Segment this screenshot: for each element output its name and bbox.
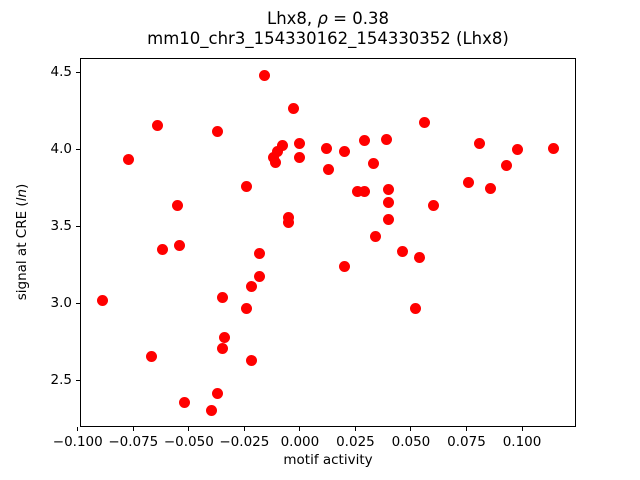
data-point xyxy=(174,239,186,251)
data-point xyxy=(276,139,288,151)
x-tick-label: 0.100 xyxy=(502,434,542,450)
x-tick-mark xyxy=(188,427,190,431)
data-point xyxy=(358,185,370,197)
data-point xyxy=(172,199,184,211)
y-tick-label: 4.5 xyxy=(50,63,72,80)
x-axis-label: motif activity xyxy=(283,452,373,468)
data-point xyxy=(485,182,497,194)
data-point xyxy=(216,343,228,355)
data-point xyxy=(123,153,135,165)
x-tick-label: −0.050 xyxy=(163,434,214,450)
data-point xyxy=(205,404,217,416)
data-point xyxy=(156,244,168,256)
data-point xyxy=(369,230,381,242)
data-point xyxy=(245,355,257,367)
data-point xyxy=(414,252,426,264)
data-point xyxy=(463,176,475,188)
data-point xyxy=(145,350,157,362)
y-axis-label-pre: signal at CRE ( xyxy=(14,201,30,301)
data-point xyxy=(323,164,335,176)
chart-subtitle: mm10_chr3_154330162_154330352 (Lhx8) xyxy=(147,29,509,48)
x-tick-mark xyxy=(521,427,523,431)
data-point xyxy=(547,142,559,154)
data-point xyxy=(245,281,257,293)
y-axis-label: signal at CRE (ln) xyxy=(14,184,30,301)
y-axis-label-ln: ln xyxy=(14,188,30,202)
data-point xyxy=(409,303,421,315)
x-tick-mark xyxy=(132,427,134,431)
chart-title-line1: Lhx8, ρ = 0.38 xyxy=(80,9,576,29)
data-point xyxy=(152,119,164,131)
x-tick-mark xyxy=(299,427,301,431)
data-point xyxy=(269,156,281,168)
data-point xyxy=(338,261,350,273)
data-point xyxy=(212,387,224,399)
data-point xyxy=(500,159,512,171)
y-tick-mark xyxy=(76,380,80,382)
title-rho-symbol: ρ xyxy=(317,9,328,28)
data-point xyxy=(241,181,253,193)
data-point xyxy=(241,303,253,315)
data-point xyxy=(96,295,108,307)
chart-title: Lhx8, ρ = 0.38 mm10_chr3_154330162_15433… xyxy=(80,9,576,49)
x-tick-mark xyxy=(354,427,356,431)
data-point xyxy=(358,135,370,147)
title-suffix: = 0.38 xyxy=(327,9,389,28)
data-point xyxy=(418,116,430,128)
x-tick-mark xyxy=(243,427,245,431)
data-point xyxy=(216,292,228,304)
data-point xyxy=(338,145,350,157)
data-point xyxy=(283,216,295,228)
x-tick-label: 0.000 xyxy=(280,434,320,450)
x-tick-label: −0.025 xyxy=(219,434,270,450)
x-tick-label: −0.100 xyxy=(52,434,103,450)
data-point xyxy=(294,138,306,150)
x-tick-label: 0.050 xyxy=(391,434,431,450)
data-point xyxy=(396,246,408,257)
data-point xyxy=(218,332,230,344)
y-tick-label: 3.0 xyxy=(50,294,72,311)
title-prefix: Lhx8, xyxy=(267,9,318,28)
data-point xyxy=(178,397,190,408)
y-tick-mark xyxy=(76,226,80,228)
y-tick-label: 4.0 xyxy=(50,140,72,157)
data-point xyxy=(258,70,270,82)
x-tick-mark xyxy=(77,427,79,431)
x-tick-mark xyxy=(465,427,467,431)
plot-area xyxy=(80,58,576,427)
data-point xyxy=(294,152,306,164)
y-tick-label: 2.5 xyxy=(50,371,72,388)
data-point xyxy=(383,213,395,225)
y-tick-mark xyxy=(76,149,80,151)
y-tick-mark xyxy=(76,303,80,305)
x-tick-label: 0.025 xyxy=(336,434,375,450)
y-tick-label: 3.5 xyxy=(50,217,72,234)
data-point xyxy=(474,138,486,150)
data-point xyxy=(512,144,524,156)
data-point xyxy=(427,199,439,211)
data-point xyxy=(287,102,299,114)
data-point xyxy=(367,158,379,170)
x-tick-mark xyxy=(410,427,412,431)
y-axis-label-post: ) xyxy=(14,183,30,189)
data-point xyxy=(254,247,266,259)
x-tick-label: −0.075 xyxy=(108,434,159,450)
data-point xyxy=(272,145,284,157)
data-point xyxy=(212,125,224,137)
data-point xyxy=(321,142,333,154)
data-point xyxy=(352,185,364,197)
data-point xyxy=(254,270,266,282)
x-tick-label: 0.075 xyxy=(447,434,486,450)
data-point xyxy=(383,184,395,196)
y-tick-mark xyxy=(76,72,80,74)
data-point xyxy=(383,196,395,208)
data-point xyxy=(381,133,393,145)
